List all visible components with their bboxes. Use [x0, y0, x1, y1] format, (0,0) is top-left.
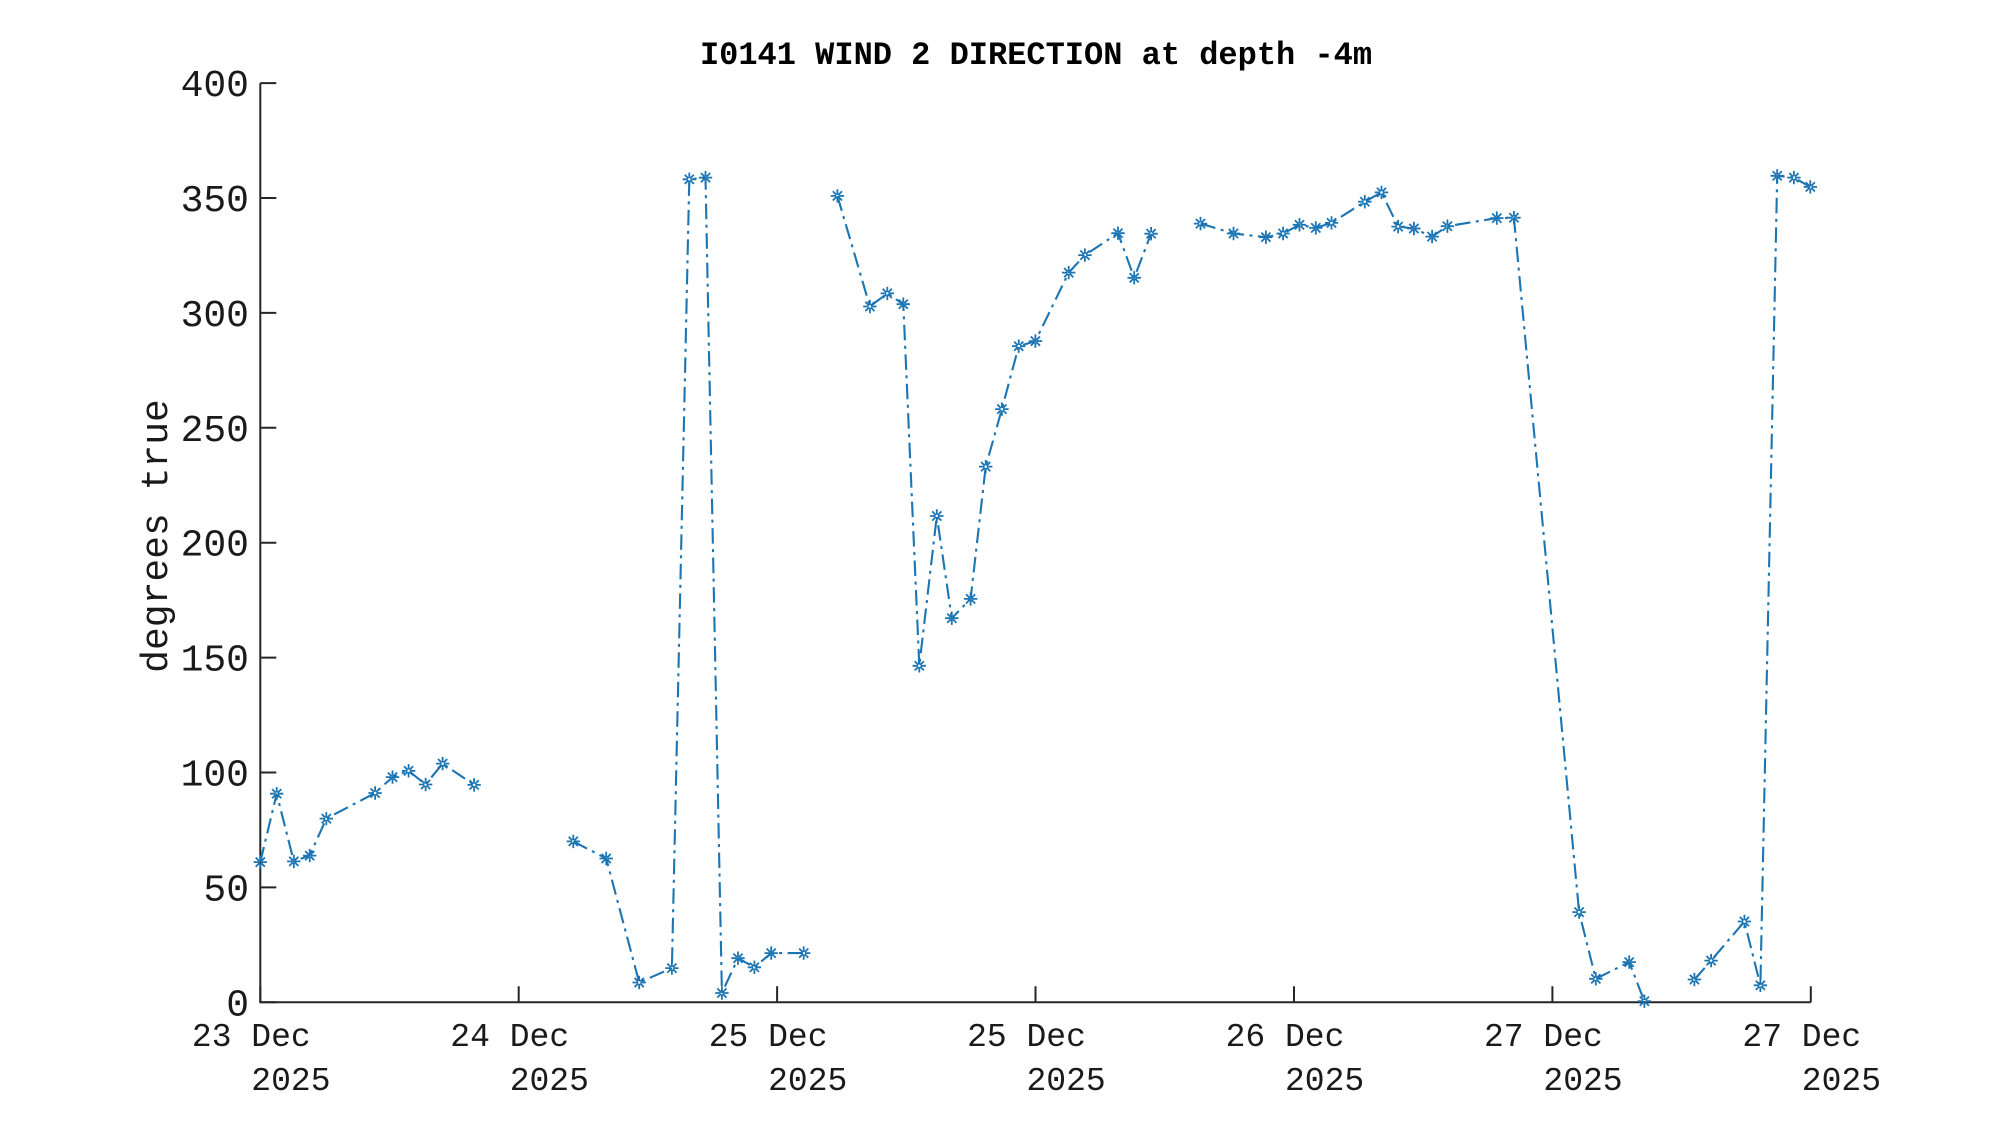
svg-text:25 Dec: 25 Dec: [709, 1019, 828, 1056]
svg-text:26 Dec: 26 Dec: [1226, 1019, 1345, 1056]
svg-text:50: 50: [203, 869, 249, 912]
svg-text:2025: 2025: [251, 1063, 330, 1100]
svg-text:2025: 2025: [510, 1063, 589, 1100]
svg-text:2025: 2025: [768, 1063, 847, 1100]
svg-text:100: 100: [181, 755, 249, 798]
svg-text:25 Dec: 25 Dec: [967, 1019, 1086, 1056]
svg-text:2025: 2025: [1802, 1063, 1881, 1100]
svg-text:2025: 2025: [1285, 1063, 1364, 1100]
svg-text:150: 150: [181, 640, 249, 683]
svg-text:350: 350: [181, 180, 249, 223]
svg-text:23 Dec: 23 Dec: [192, 1019, 311, 1056]
svg-text:300: 300: [181, 295, 249, 338]
svg-text:0: 0: [226, 984, 249, 1027]
svg-text:200: 200: [181, 525, 249, 568]
svg-text:24 Dec: 24 Dec: [450, 1019, 569, 1056]
svg-text:2025: 2025: [1543, 1063, 1622, 1100]
svg-text:2025: 2025: [1027, 1063, 1106, 1100]
svg-text:27 Dec: 27 Dec: [1742, 1019, 1861, 1056]
svg-text:degrees true: degrees true: [136, 399, 179, 673]
svg-text:400: 400: [181, 65, 249, 108]
svg-text:27 Dec: 27 Dec: [1484, 1019, 1603, 1056]
svg-text:I0141 WIND 2 DIRECTION at dept: I0141 WIND 2 DIRECTION at depth -4m: [700, 37, 1372, 74]
svg-text:250: 250: [181, 410, 249, 453]
